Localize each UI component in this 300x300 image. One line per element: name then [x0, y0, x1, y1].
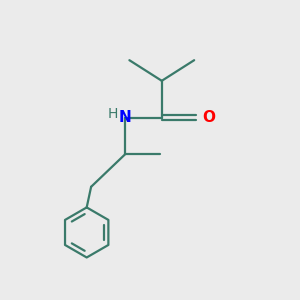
Text: O: O: [202, 110, 215, 125]
Text: H: H: [107, 107, 118, 121]
Text: N: N: [118, 110, 131, 125]
